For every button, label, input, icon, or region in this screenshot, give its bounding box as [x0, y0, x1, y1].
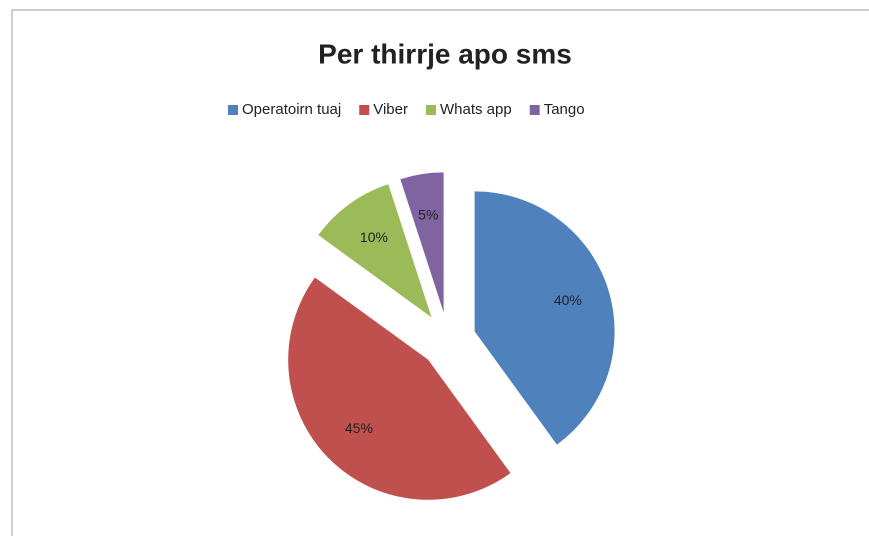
- legend-label: Operatoirn tuaj: [242, 101, 341, 118]
- legend-label: Viber: [373, 101, 408, 118]
- data-label: 40%: [554, 292, 582, 308]
- pie-slice: [318, 184, 432, 318]
- legend-swatch: [228, 105, 238, 115]
- pie-slice: [474, 191, 615, 445]
- pie-slice: [288, 277, 511, 500]
- data-label: 5%: [418, 206, 438, 222]
- legend-swatch: [425, 105, 436, 115]
- legend-label: Whats app: [440, 101, 512, 118]
- pie-slice: [400, 172, 444, 313]
- data-label: 10%: [360, 229, 388, 245]
- data-label: 45%: [345, 420, 373, 436]
- chart-title: Per thirrje apo sms: [318, 38, 572, 69]
- legend-label: Tango: [544, 101, 585, 118]
- legend-swatch: [529, 105, 540, 115]
- legend-swatch: [359, 105, 370, 115]
